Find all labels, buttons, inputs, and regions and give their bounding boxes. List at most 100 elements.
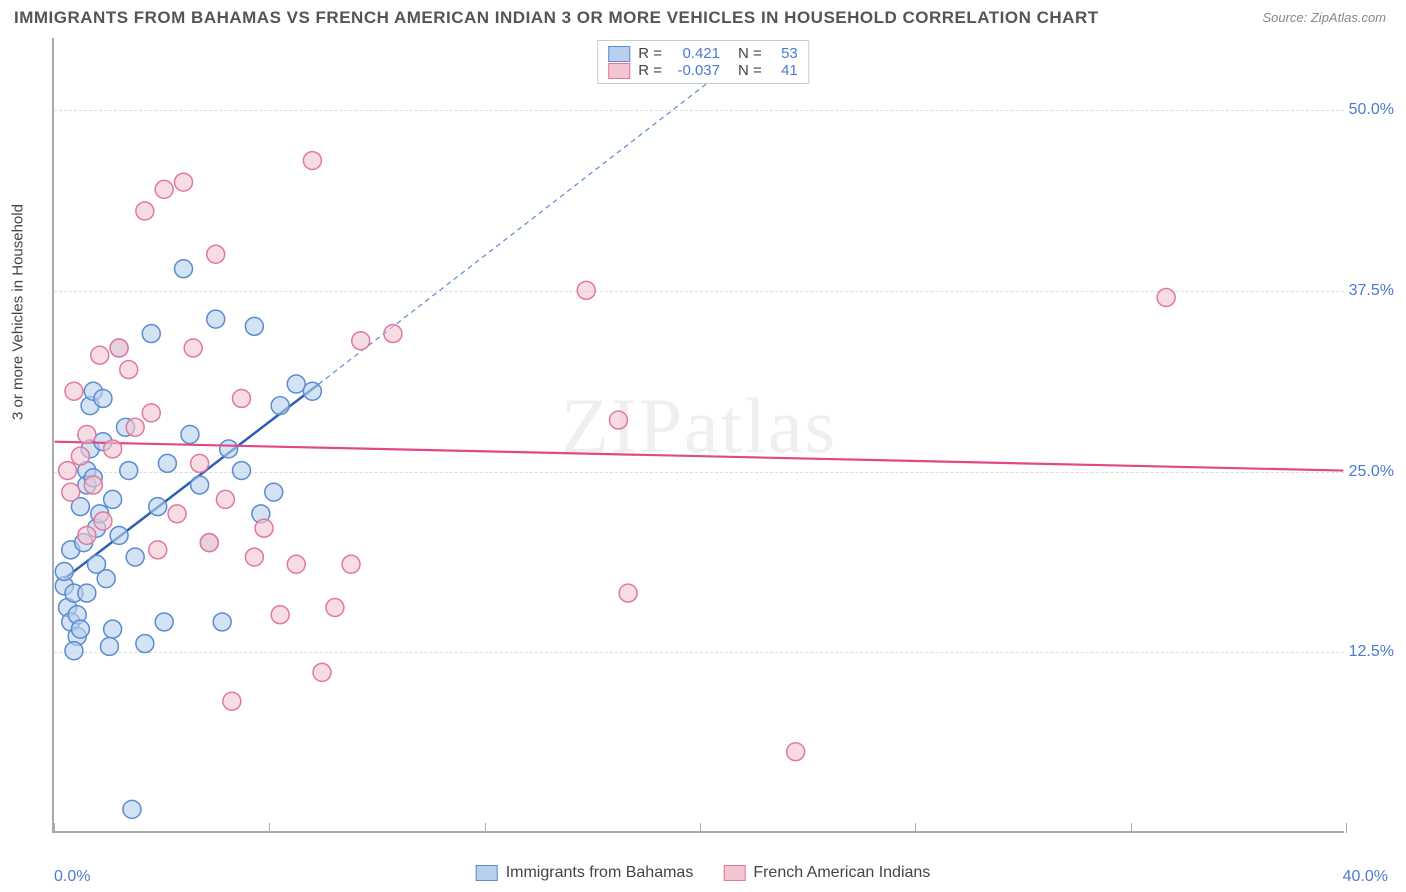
data-point bbox=[245, 317, 263, 335]
data-point bbox=[110, 526, 128, 544]
data-point bbox=[265, 483, 283, 501]
r-value: 0.421 bbox=[670, 45, 720, 62]
data-point bbox=[65, 642, 83, 660]
data-point bbox=[313, 663, 331, 681]
legend-item: Immigrants from Bahamas bbox=[476, 864, 694, 882]
data-point bbox=[78, 526, 96, 544]
data-point bbox=[120, 361, 138, 379]
data-point bbox=[78, 584, 96, 602]
x-axis-max-label: 40.0% bbox=[1343, 868, 1388, 886]
y-tick-label: 50.0% bbox=[1349, 101, 1394, 119]
data-point bbox=[94, 389, 112, 407]
data-point bbox=[342, 555, 360, 573]
source-label: Source: ZipAtlas.com bbox=[1262, 10, 1386, 25]
data-point bbox=[110, 339, 128, 357]
data-point bbox=[191, 454, 209, 472]
data-point bbox=[126, 418, 144, 436]
data-point bbox=[55, 562, 73, 580]
data-point bbox=[207, 245, 225, 263]
data-point bbox=[184, 339, 202, 357]
data-point bbox=[384, 325, 402, 343]
data-point bbox=[71, 447, 89, 465]
data-point bbox=[155, 613, 173, 631]
data-point bbox=[233, 389, 251, 407]
n-label: N = bbox=[738, 45, 762, 62]
data-point bbox=[104, 490, 122, 508]
data-point bbox=[123, 800, 141, 818]
plot-svg bbox=[54, 38, 1344, 831]
legend-label: French American Indians bbox=[753, 864, 930, 882]
data-point bbox=[787, 743, 805, 761]
n-value: 53 bbox=[770, 45, 798, 62]
data-point bbox=[271, 606, 289, 624]
data-point bbox=[577, 281, 595, 299]
data-point bbox=[175, 173, 193, 191]
legend-swatch bbox=[608, 63, 630, 79]
data-point bbox=[62, 483, 80, 501]
data-point bbox=[65, 382, 83, 400]
trend-line-ext bbox=[319, 60, 738, 384]
data-point bbox=[158, 454, 176, 472]
legend-correlation: R = 0.421 N = 53R = -0.037 N = 41 bbox=[597, 40, 809, 84]
data-point bbox=[91, 346, 109, 364]
data-point bbox=[609, 411, 627, 429]
data-point bbox=[223, 692, 241, 710]
r-value: -0.037 bbox=[670, 62, 720, 79]
data-point bbox=[78, 426, 96, 444]
data-point bbox=[142, 404, 160, 422]
data-point bbox=[104, 620, 122, 638]
data-point bbox=[94, 512, 112, 530]
y-tick-label: 25.0% bbox=[1349, 463, 1394, 481]
data-point bbox=[255, 519, 273, 537]
plot-area: ZIPatlas bbox=[52, 38, 1344, 833]
legend-row: R = 0.421 N = 53 bbox=[608, 45, 798, 62]
data-point bbox=[245, 548, 263, 566]
data-point bbox=[287, 375, 305, 393]
legend-row: R =-0.037N =41 bbox=[608, 62, 798, 79]
data-point bbox=[142, 325, 160, 343]
data-point bbox=[200, 534, 218, 552]
data-point bbox=[619, 584, 637, 602]
data-point bbox=[155, 180, 173, 198]
data-point bbox=[97, 570, 115, 588]
data-point bbox=[168, 505, 186, 523]
data-point bbox=[149, 541, 167, 559]
data-point bbox=[303, 152, 321, 170]
data-point bbox=[287, 555, 305, 573]
data-point bbox=[104, 440, 122, 458]
data-point bbox=[326, 599, 344, 617]
data-point bbox=[136, 202, 154, 220]
data-point bbox=[84, 476, 102, 494]
data-point bbox=[216, 490, 234, 508]
legend-series: Immigrants from Bahamas French American I… bbox=[476, 864, 931, 882]
data-point bbox=[100, 637, 118, 655]
data-point bbox=[191, 476, 209, 494]
y-tick-label: 12.5% bbox=[1349, 643, 1394, 661]
data-point bbox=[120, 462, 138, 480]
data-point bbox=[207, 310, 225, 328]
legend-swatch bbox=[608, 46, 630, 62]
chart-title: IMMIGRANTS FROM BAHAMAS VS FRENCH AMERIC… bbox=[14, 8, 1099, 28]
data-point bbox=[271, 397, 289, 415]
data-point bbox=[181, 426, 199, 444]
data-point bbox=[233, 462, 251, 480]
data-point bbox=[59, 462, 77, 480]
data-point bbox=[126, 548, 144, 566]
data-point bbox=[1157, 289, 1175, 307]
data-point bbox=[220, 440, 238, 458]
r-label: R = bbox=[638, 45, 662, 62]
y-axis-label: 3 or more Vehicles in Household bbox=[10, 204, 27, 420]
data-point bbox=[352, 332, 370, 350]
n-label: N = bbox=[738, 62, 762, 79]
data-point bbox=[303, 382, 321, 400]
data-point bbox=[175, 260, 193, 278]
n-value: 41 bbox=[770, 62, 798, 79]
x-tick bbox=[1346, 823, 1347, 833]
x-axis-min-label: 0.0% bbox=[54, 868, 90, 886]
data-point bbox=[71, 620, 89, 638]
data-point bbox=[213, 613, 231, 631]
data-point bbox=[136, 635, 154, 653]
data-point bbox=[149, 498, 167, 516]
legend-label: Immigrants from Bahamas bbox=[506, 864, 694, 882]
legend-swatch bbox=[723, 865, 745, 881]
